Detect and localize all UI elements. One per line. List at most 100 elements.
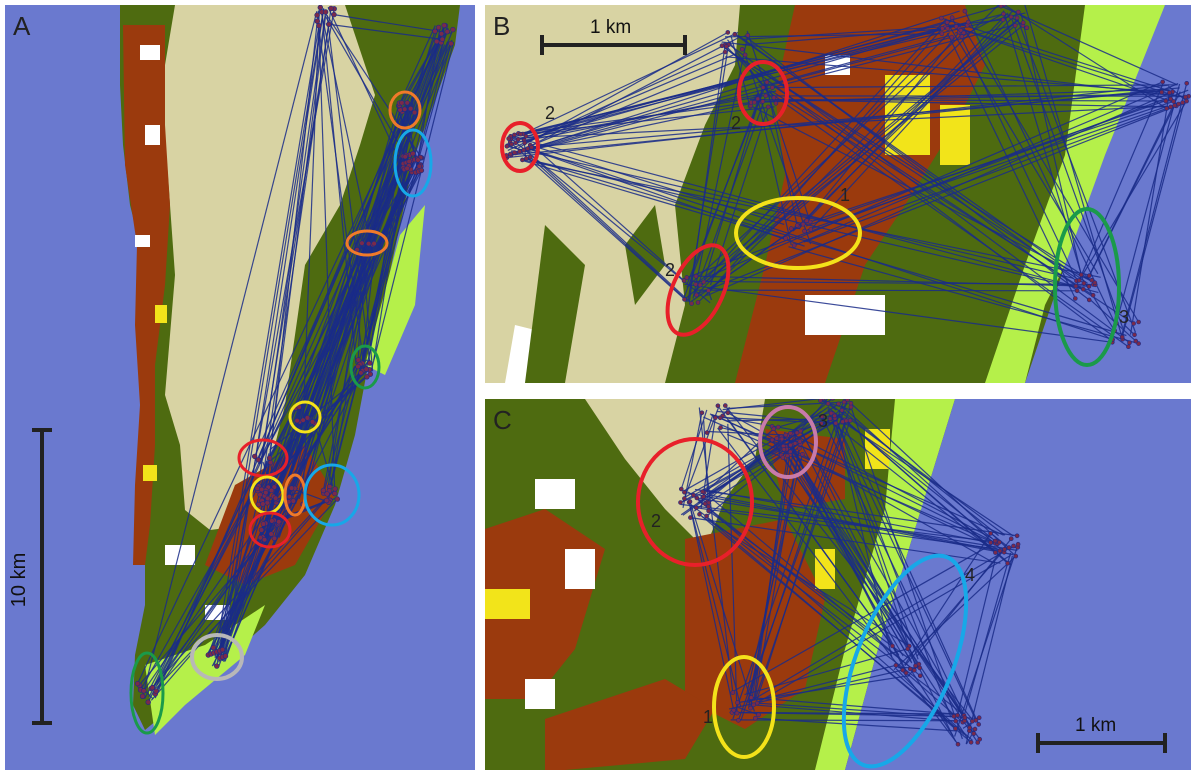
cluster-ellipse-pink	[758, 405, 818, 479]
location-fix	[988, 540, 993, 545]
location-fix	[975, 740, 981, 745]
location-fix	[784, 453, 790, 459]
location-fix	[706, 504, 711, 509]
location-fix	[1168, 104, 1174, 110]
tracks-b	[503, 5, 1191, 350]
location-fix	[1001, 11, 1006, 17]
location-fix	[328, 5, 334, 12]
location-fix	[332, 490, 338, 497]
location-fix	[1008, 14, 1014, 20]
crop-field	[940, 105, 970, 165]
track-line	[696, 105, 1177, 295]
location-fix	[736, 717, 741, 723]
location-fix	[706, 508, 711, 514]
track-line	[756, 420, 847, 701]
track-line	[155, 498, 338, 689]
track-line	[683, 87, 764, 298]
location-fix	[355, 363, 361, 370]
tracks-a	[134, 5, 456, 705]
location-fix	[1080, 286, 1086, 292]
location-fix	[752, 100, 757, 105]
location-fix	[976, 722, 982, 727]
track-line	[895, 668, 956, 730]
location-fix	[962, 715, 968, 721]
track-line	[783, 399, 828, 450]
track-line	[841, 417, 1008, 564]
location-fix	[286, 494, 292, 500]
location-fix	[522, 140, 528, 146]
panel-label-c: C	[493, 405, 512, 435]
track-line	[747, 443, 801, 702]
field-patch	[825, 55, 850, 75]
location-fix	[769, 85, 775, 90]
location-fix	[317, 5, 323, 11]
location-fix	[1164, 106, 1170, 111]
track-line	[766, 85, 798, 226]
location-fix	[1006, 545, 1012, 550]
location-fix	[404, 100, 410, 106]
location-fix	[527, 154, 533, 160]
location-fix	[808, 227, 814, 232]
location-fix	[819, 414, 825, 419]
location-fix	[788, 226, 794, 231]
location-fix	[953, 718, 959, 724]
location-fix	[694, 292, 699, 298]
track-line	[290, 487, 330, 503]
location-fix	[320, 487, 327, 494]
location-fix	[314, 12, 320, 18]
location-fix	[334, 496, 340, 502]
location-fix	[1015, 541, 1021, 547]
crop-patch	[143, 465, 157, 481]
location-fix	[1078, 272, 1084, 278]
cluster-number: 1	[840, 185, 851, 205]
track-line	[684, 283, 1113, 343]
track-line	[520, 106, 775, 135]
location-fix	[955, 741, 961, 747]
location-fix	[441, 22, 447, 29]
track-line	[361, 243, 374, 372]
track-line	[269, 168, 408, 531]
track-line	[148, 488, 258, 698]
location-fix	[290, 498, 296, 504]
track-line	[762, 93, 1175, 102]
location-fix	[693, 273, 699, 279]
field-patch	[165, 545, 195, 565]
track-line	[259, 8, 332, 498]
location-fix	[300, 417, 306, 423]
scale-label-a: 10 km	[8, 553, 30, 607]
location-fix	[294, 418, 300, 424]
location-fix	[682, 490, 687, 495]
location-fix	[1176, 101, 1181, 107]
track-line	[799, 430, 966, 718]
location-fix	[723, 403, 728, 408]
location-fix	[1119, 334, 1125, 340]
location-fix	[1168, 96, 1174, 102]
track-line	[798, 29, 962, 230]
location-fix	[917, 665, 923, 671]
location-fix	[780, 455, 786, 460]
location-fix	[913, 663, 918, 669]
location-fix	[992, 538, 998, 544]
location-fix	[1000, 17, 1006, 23]
track-line	[742, 27, 948, 46]
location-fix	[725, 30, 731, 35]
location-fix	[700, 489, 705, 495]
location-fix	[687, 499, 693, 504]
location-fix	[732, 31, 738, 37]
track-line	[688, 502, 742, 707]
location-fix	[434, 38, 440, 45]
track-line	[154, 25, 445, 699]
location-fix	[324, 497, 330, 504]
location-fix	[756, 712, 761, 718]
location-fix	[523, 134, 529, 139]
location-fix	[1015, 9, 1021, 15]
fields	[545, 679, 715, 770]
location-fix	[288, 485, 295, 491]
cluster-number: 1	[703, 707, 714, 727]
track-line	[144, 170, 422, 699]
cluster-ellipse-cyan	[841, 553, 969, 769]
track-line	[511, 5, 1007, 145]
track-line	[1088, 91, 1181, 276]
track-line	[752, 704, 956, 722]
panel-label-b: B	[493, 11, 511, 41]
